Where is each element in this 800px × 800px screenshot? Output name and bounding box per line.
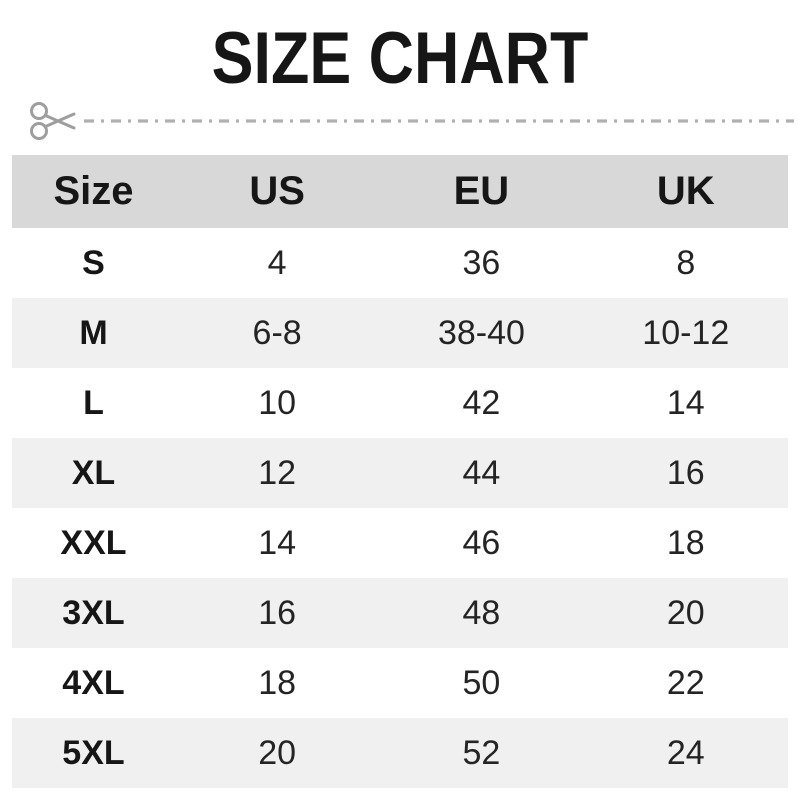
table-row: 5XL 20 52 24 (12, 718, 788, 788)
size-value-cell: 16 (666, 453, 705, 492)
size-label-cell: XXL (60, 523, 127, 562)
table-row: XL 12 44 16 (12, 438, 788, 508)
cut-line (28, 98, 796, 144)
header-size: Size (53, 169, 134, 213)
size-value-cell: 22 (666, 663, 705, 702)
size-value-cell: 14 (666, 383, 705, 422)
size-value-cell: 44 (462, 453, 501, 492)
table-row: 4XL 18 50 22 (12, 648, 788, 718)
size-label-cell: S (82, 243, 105, 282)
table-header-row: Size US EU UK (12, 155, 788, 228)
table-row: M 6-8 38-40 10-12 (12, 298, 788, 368)
size-value-cell: 10-12 (642, 313, 730, 352)
size-value-cell: 18 (666, 523, 705, 562)
size-value-cell: 38-40 (437, 313, 525, 352)
scissors-icon (30, 102, 76, 140)
header-us: US (249, 169, 305, 213)
size-value-cell: 42 (462, 383, 501, 422)
size-value-cell: 46 (462, 523, 501, 562)
page-title-text: SIZE CHART (211, 18, 589, 99)
cut-line-graphic (30, 102, 794, 140)
size-value-cell: 12 (258, 453, 297, 492)
table-row: 3XL 16 48 20 (12, 578, 788, 648)
table-body: S 4 36 8 M 6-8 38-40 10-12 L 10 42 14 XL 12 44 16 XXL 14 4… (12, 228, 788, 788)
size-label-cell: 5XL (62, 733, 125, 772)
header-eu: EU (453, 169, 510, 213)
size-table: Size US EU UK S 4 36 8 M 6-8 38-40 10-12 L 10 42 14… (12, 155, 788, 788)
size-value-cell: 14 (258, 523, 297, 562)
size-label-cell: 4XL (62, 663, 125, 702)
size-value-cell: 18 (258, 663, 297, 702)
table-row: L 10 42 14 (12, 368, 788, 438)
size-value-cell: 36 (462, 243, 501, 282)
size-value-cell: 8 (676, 243, 696, 282)
size-value-cell: 20 (666, 593, 705, 632)
size-value-cell: 6-8 (252, 313, 302, 352)
size-value-cell: 16 (258, 593, 297, 632)
size-value-cell: 10 (258, 383, 297, 422)
table-row: XXL 14 46 18 (12, 508, 788, 578)
size-value-cell: 50 (462, 663, 501, 702)
size-value-cell: 20 (258, 733, 297, 772)
size-label-cell: 3XL (62, 593, 125, 632)
size-label-cell: L (83, 383, 104, 422)
table-row: S 4 36 8 (12, 228, 788, 298)
size-value-cell: 24 (666, 733, 705, 772)
size-value-cell: 52 (462, 733, 501, 772)
size-label-cell: M (79, 313, 108, 352)
size-value-cell: 48 (462, 593, 501, 632)
size-value-cell: 4 (267, 243, 287, 282)
header-uk: UK (656, 169, 715, 213)
page-title: SIZE CHART (0, 18, 800, 99)
size-label-cell: XL (71, 453, 116, 492)
